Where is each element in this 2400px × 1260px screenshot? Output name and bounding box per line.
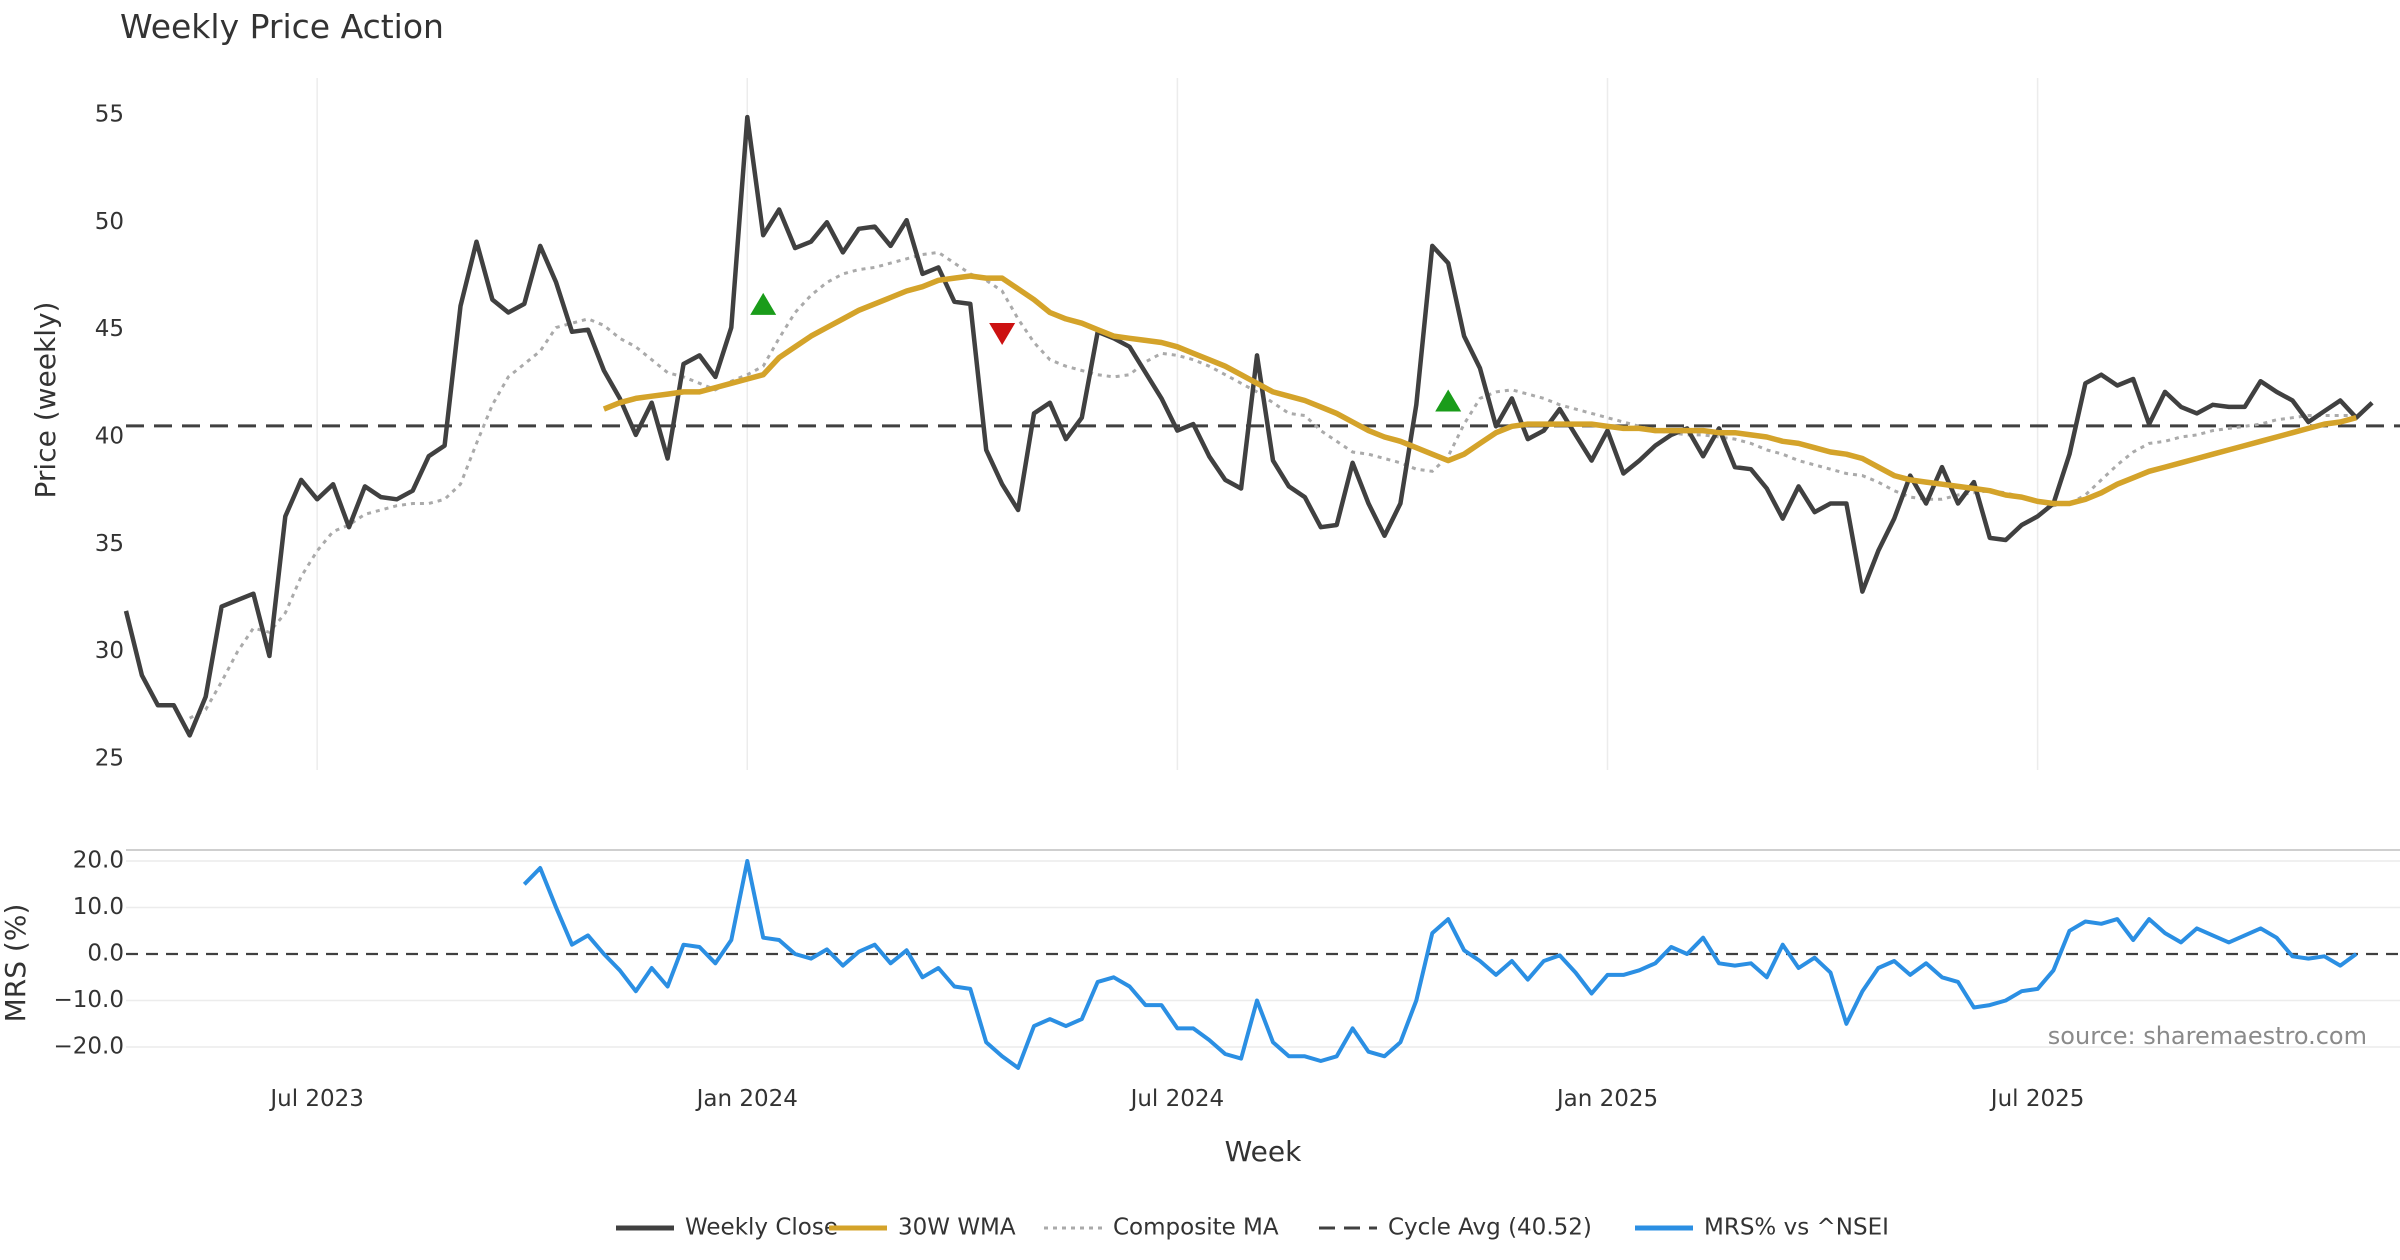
composite-ma-line: [188, 250, 2357, 720]
price-series: [123, 114, 2400, 738]
price-y-tick-55: 55: [95, 102, 124, 128]
price-y-tick-50: 50: [95, 209, 124, 235]
price-y-tick-40: 40: [95, 424, 124, 450]
mrs-y-tick-2: 0.0: [87, 941, 124, 967]
price-y-tick-25: 25: [95, 746, 124, 772]
legend-label-1: 30W WMA: [898, 1215, 1016, 1241]
legend: Weekly Close 30W WMA Composite MA Cycle Avg…: [616, 1215, 1889, 1241]
price-y-tick-45: 45: [95, 316, 124, 342]
x-tick-0: Jul 2023: [268, 1086, 364, 1112]
legend-label-0: Weekly Close: [685, 1215, 838, 1241]
price-y-tick-35: 35: [95, 531, 124, 557]
mrs-y-ticks: −20.0 −10.0 0.0 10.0 20.0: [54, 848, 124, 1060]
x-axis-label: Week: [1225, 1135, 1302, 1168]
source-note: source: sharemaestro.com: [2048, 1022, 2367, 1050]
mrs-y-tick-4: 20.0: [73, 848, 124, 874]
buy-signal-marker-0: [750, 292, 777, 315]
x-tick-2: Jul 2024: [1129, 1086, 1225, 1112]
mrs-y-tick-1: −10.0: [54, 987, 124, 1013]
legend-label-4: MRS% vs ^NSEI: [1704, 1215, 1889, 1241]
wma-30w-line: [602, 273, 2357, 507]
legend-label-3: Cycle Avg (40.52): [1388, 1215, 1592, 1241]
mrs-y-tick-3: 10.0: [73, 894, 124, 920]
price-y-axis-label: Price (weekly): [29, 302, 62, 499]
price-y-tick-30: 30: [95, 638, 124, 664]
chart-title: Weekly Price Action: [120, 7, 444, 46]
mrs-series: [126, 859, 2400, 1070]
weekly-close-line: [123, 114, 2374, 738]
x-tick-3: Jan 2025: [1555, 1086, 1658, 1112]
price-gridlines: [316, 78, 2039, 770]
mrs-y-tick-0: −20.0: [54, 1034, 124, 1060]
legend-label-2: Composite MA: [1113, 1215, 1279, 1241]
x-tick-1: Jan 2024: [695, 1086, 798, 1112]
buy-signal-marker-2: [1435, 389, 1462, 412]
sell-signal-marker-1: [989, 322, 1016, 345]
mrs-gridlines: [126, 860, 2400, 1048]
price-y-ticks: 25 30 35 40 45 50 55: [95, 102, 124, 772]
mrs-line: [522, 859, 2358, 1070]
mrs-y-axis-label: MRS (%): [0, 904, 32, 1023]
x-tick-4: Jul 2025: [1989, 1086, 2085, 1112]
x-tick-labels: Jul 2023 Jan 2024 Jul 2024 Jan 2025 Jul 2025: [268, 1086, 2084, 1112]
